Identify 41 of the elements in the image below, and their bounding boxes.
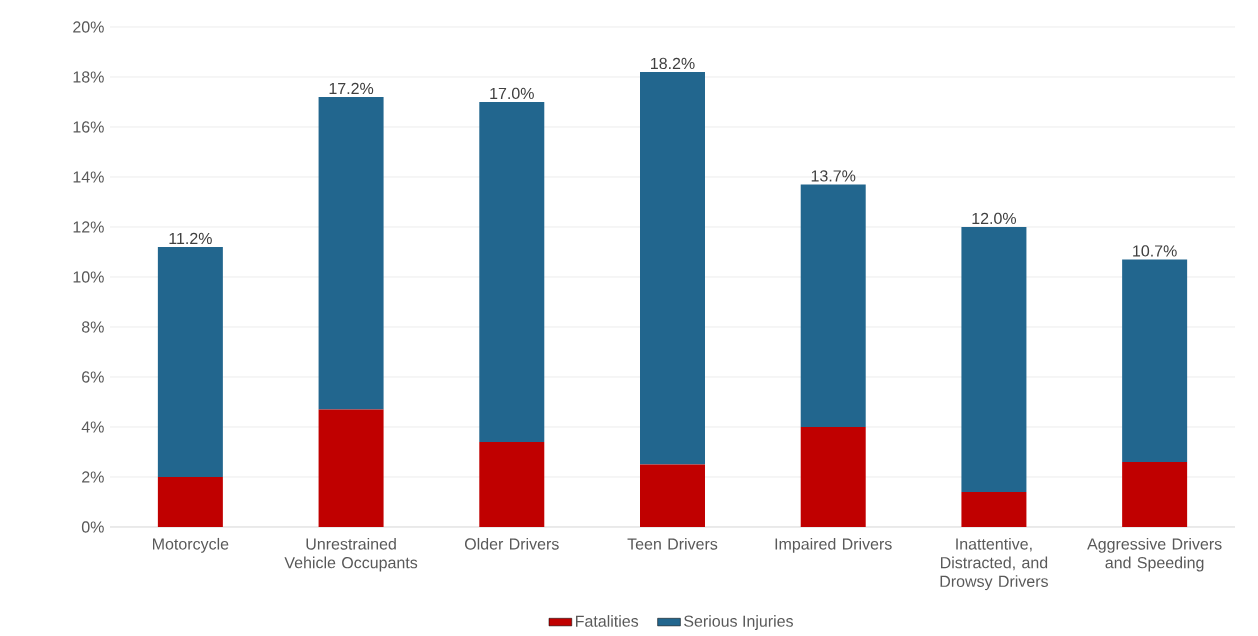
total-label: 10.7% <box>1133 245 1177 257</box>
x-tick-label: Inattentive, Distracted, and Drowsy Drivers <box>940 537 1048 591</box>
bar <box>157 476 223 527</box>
total-label: 12.0% <box>972 212 1017 225</box>
legend-label: Serious Injuries <box>684 615 793 630</box>
y-tick-label: 12% <box>73 221 104 233</box>
bar <box>479 441 545 527</box>
bar <box>479 101 545 442</box>
x-tick-label: Motorcycle <box>153 537 229 553</box>
bar <box>318 409 384 527</box>
y-tick-label: 16% <box>73 121 104 133</box>
y-tick-label: 0% <box>81 521 104 533</box>
bar <box>318 96 384 410</box>
x-tick-label: Older Drivers <box>464 537 559 550</box>
y-tick-label: 14% <box>73 171 104 183</box>
total-label: 11.2% <box>169 232 212 245</box>
y-tick-label: 4% <box>81 421 104 433</box>
bar <box>640 72 705 465</box>
y-tick-label: 20% <box>73 21 104 33</box>
bar <box>800 426 866 527</box>
x-tick-label: Unrestrained Vehicle Occupants <box>284 537 418 572</box>
total-label: 13.7% <box>811 170 856 182</box>
y-tick-label: 2% <box>82 471 104 483</box>
y-tick-label: 6% <box>82 371 104 383</box>
legend-label: Fatalities <box>576 615 639 627</box>
total-label: 18.2% <box>651 57 695 70</box>
bar <box>640 464 705 527</box>
y-tick-label: 18% <box>73 71 104 83</box>
x-tick-label: Teen Drivers <box>627 537 718 550</box>
y-tick-label: 8% <box>81 321 104 333</box>
bar <box>961 226 1027 492</box>
bar <box>1122 461 1188 527</box>
total-label: 17.2% <box>329 82 374 95</box>
total-label: 17.0% <box>490 87 534 100</box>
bar <box>800 184 866 427</box>
bar <box>157 246 223 477</box>
x-tick-label: Impaired Drivers <box>775 537 892 553</box>
bar <box>1122 259 1188 462</box>
y-tick-label: 10% <box>73 271 104 283</box>
bar <box>961 491 1027 527</box>
x-tick-label: Aggressive Drivers and Speeding <box>1087 537 1222 572</box>
